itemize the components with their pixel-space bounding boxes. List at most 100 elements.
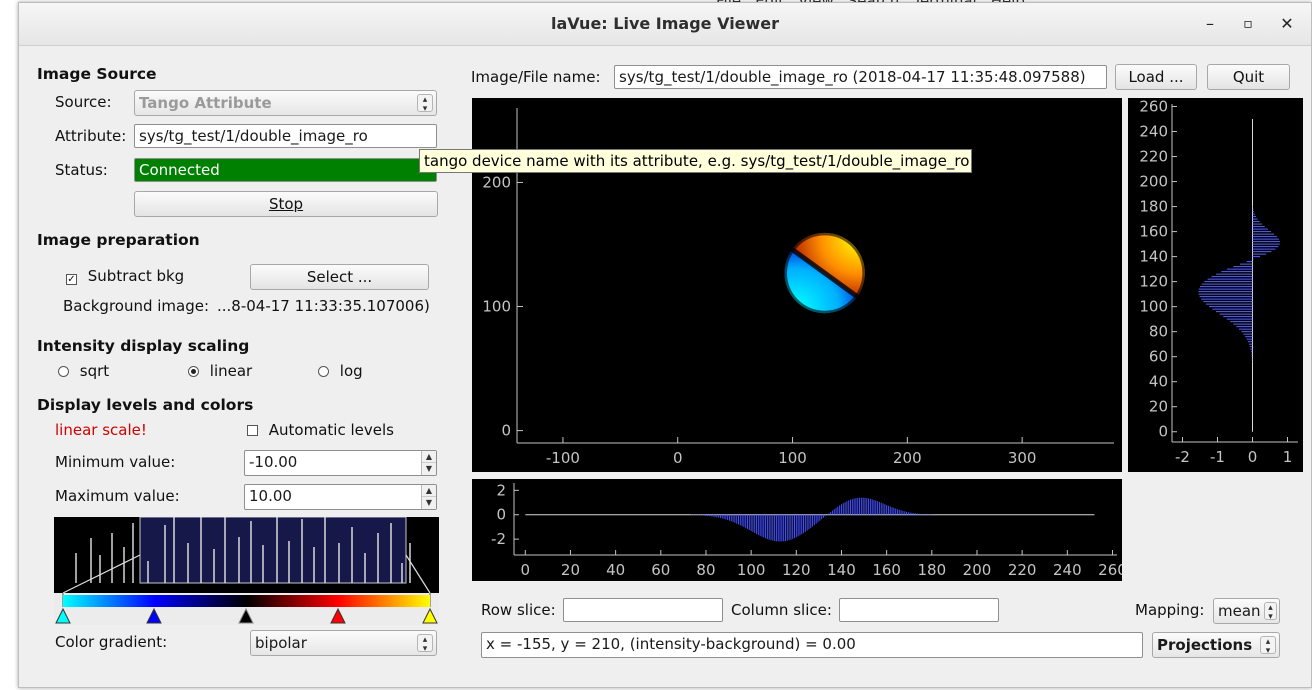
main-image-svg[interactable]: -100 0 100 200 300 0 100 200 (472, 98, 1122, 472)
histogram-gradient-editor[interactable] (54, 511, 439, 625)
stop-button[interactable]: Stop (134, 191, 438, 217)
column-slice-input[interactable] (839, 598, 999, 622)
attribute-tooltip: tango device name with its attribute, e.… (419, 149, 972, 173)
main-x-tick-label: 300 (1008, 449, 1037, 467)
file-name-input[interactable]: sys/tg_test/1/double_image_ro (2018-04-1… (614, 65, 1107, 89)
row-proj-x-tick-label: 1 (1283, 448, 1293, 466)
maximum-value-spinbox[interactable]: 10.00 ▲ ▼ (244, 484, 437, 510)
radio-sqrt[interactable]: sqrt (58, 362, 109, 380)
intensity-scaling-heading: Intensity display scaling (37, 337, 250, 355)
row-slice-input[interactable] (563, 598, 723, 622)
row-proj-y-tick-label: 160 (1139, 223, 1168, 241)
main-x-tick-label: -100 (546, 449, 580, 467)
background-image-value: ...8-04-17 11:33:35.107006) (217, 297, 430, 315)
column-slice-label: Column slice: (731, 601, 832, 619)
maximum-value: 10.00 (249, 487, 292, 505)
radio-on-icon[interactable] (188, 366, 199, 377)
spin-arrows-icon[interactable]: ▲ ▼ (421, 485, 436, 509)
gradient-tick-cyan-icon[interactable] (55, 607, 71, 624)
row-proj-x-tick-label: -2 (1175, 448, 1190, 466)
radio-linear[interactable]: linear (188, 362, 252, 380)
stop-button-label: Stop (268, 195, 304, 213)
col-proj-x-tick-label: 220 (1008, 561, 1037, 579)
pixel-info-field: x = -155, y = 210, (intensity-background… (481, 632, 1143, 658)
check-icon[interactable]: ✓ (66, 274, 77, 285)
main-x-tick-label: 100 (778, 449, 807, 467)
select-background-button[interactable]: Select ... (250, 264, 429, 290)
histogram-bars (75, 511, 411, 583)
attribute-input[interactable]: sys/tg_test/1/double_image_ro (134, 124, 437, 148)
radio-sqrt-label: sqrt (79, 362, 110, 380)
col-proj-x-tick-label: 100 (737, 561, 766, 579)
level-region[interactable] (139, 516, 407, 584)
row-proj-y-tick-label: 40 (1149, 373, 1168, 391)
gradient-tick-blue-icon[interactable] (146, 607, 162, 624)
radio-off-icon[interactable] (318, 366, 329, 377)
main-y-tick-label: 0 (501, 422, 511, 440)
minimize-icon[interactable]: – (1206, 14, 1214, 33)
row-proj-y-tick-label: 200 (1139, 173, 1168, 191)
row-proj-y-tick-label: 80 (1149, 323, 1168, 341)
column-projection-plot[interactable]: -202020406080100120140160180200220240260 (472, 479, 1122, 581)
col-proj-x-tick-label: 140 (827, 561, 856, 579)
row-proj-y-tick-label: 220 (1139, 148, 1168, 166)
source-combo[interactable]: Tango Attribute ▴ ▾ (134, 90, 437, 116)
automatic-levels-label: Automatic levels (268, 421, 394, 439)
gradient-tick-yellow-icon[interactable] (422, 607, 438, 624)
negative-lobe (784, 237, 865, 314)
automatic-levels-checkbox[interactable]: Automatic levels (247, 421, 394, 439)
image-feature-clip (784, 232, 865, 314)
main-y-tick-label: 200 (482, 173, 511, 191)
gradient-tick-black-icon[interactable] (238, 607, 254, 624)
maximize-icon[interactable]: ▫ (1243, 16, 1253, 32)
lavue-window: laVue: Live Image Viewer – ▫ ✕ Image Sou… (18, 2, 1312, 688)
close-icon[interactable]: ✕ (1280, 14, 1294, 33)
col-proj-x-tick-label: 20 (561, 561, 580, 579)
mapping-combo[interactable]: mean ▴ ▾ (1213, 598, 1280, 624)
row-proj-y-tick-label: 60 (1149, 348, 1168, 366)
mapping-label: Mapping: (1135, 601, 1205, 619)
checkbox-empty-icon[interactable] (247, 425, 258, 436)
minimum-value: -10.00 (249, 453, 298, 471)
row-proj-y-tick-label: 240 (1139, 123, 1168, 141)
col-proj-x-tick-label: 240 (1053, 561, 1082, 579)
histogram-svg[interactable] (54, 511, 439, 625)
status-label: Status: (55, 161, 108, 179)
combo-arrows-icon: ▴ ▾ (1264, 602, 1277, 622)
level-line-left (62, 554, 141, 594)
column-projection-svg[interactable]: -202020406080100120140160180200220240260 (472, 479, 1122, 581)
positive-lobe (784, 232, 865, 309)
row-projection-plot[interactable]: 0 20 40 60 80 100 120 140 160 180 200 220 240 260 -2 -1… (1128, 98, 1303, 472)
linear-scale-warning: linear scale! (55, 421, 147, 439)
color-gradient-combo[interactable]: bipolar ▴ ▾ (250, 630, 437, 656)
row-proj-y-tick-label: 260 (1139, 98, 1168, 116)
row-projection-svg[interactable]: 0 20 40 60 80 100 120 140 160 180 200 220 240 260 -2 -1… (1128, 98, 1303, 472)
background-image-label: Background image: (63, 297, 210, 315)
quit-button[interactable]: Quit (1207, 64, 1290, 90)
radio-log[interactable]: log (318, 362, 363, 380)
spin-arrows-icon[interactable]: ▲ ▼ (421, 451, 436, 475)
combo-arrows-icon: ▴ ▾ (417, 94, 433, 114)
main-x-tick-label: 0 (673, 449, 683, 467)
radio-off-icon[interactable] (58, 366, 69, 377)
col-proj-y-tick-label: 2 (496, 481, 506, 499)
gradient-bar (63, 595, 430, 607)
row-proj-y-tick-label: 120 (1139, 273, 1168, 291)
maximum-value-label: Maximum value: (55, 487, 180, 505)
col-proj-x-tick-label: 40 (606, 561, 625, 579)
row-proj-x-tick-label: -1 (1210, 448, 1225, 466)
image-source-heading: Image Source (37, 65, 157, 83)
source-label: Source: (55, 93, 112, 111)
col-proj-x-tick-label: 160 (872, 561, 901, 579)
level-line-right (405, 554, 431, 594)
col-proj-x-tick-label: 120 (782, 561, 811, 579)
title-bar[interactable]: laVue: Live Image Viewer – ▫ ✕ (19, 3, 1311, 46)
minimum-value-spinbox[interactable]: -10.00 ▲ ▼ (244, 450, 437, 476)
gradient-tick-red-icon[interactable] (330, 607, 346, 624)
col-proj-y-tick-label: -2 (491, 530, 506, 548)
load-button[interactable]: Load ... (1115, 64, 1197, 90)
main-x-tick-label: 200 (893, 449, 922, 467)
attribute-label: Attribute: (55, 127, 127, 145)
projections-combo[interactable]: Projections ▴ ▾ (1152, 632, 1280, 658)
subtract-bkg-checkbox[interactable]: ✓ Subtract bkg (66, 267, 184, 285)
